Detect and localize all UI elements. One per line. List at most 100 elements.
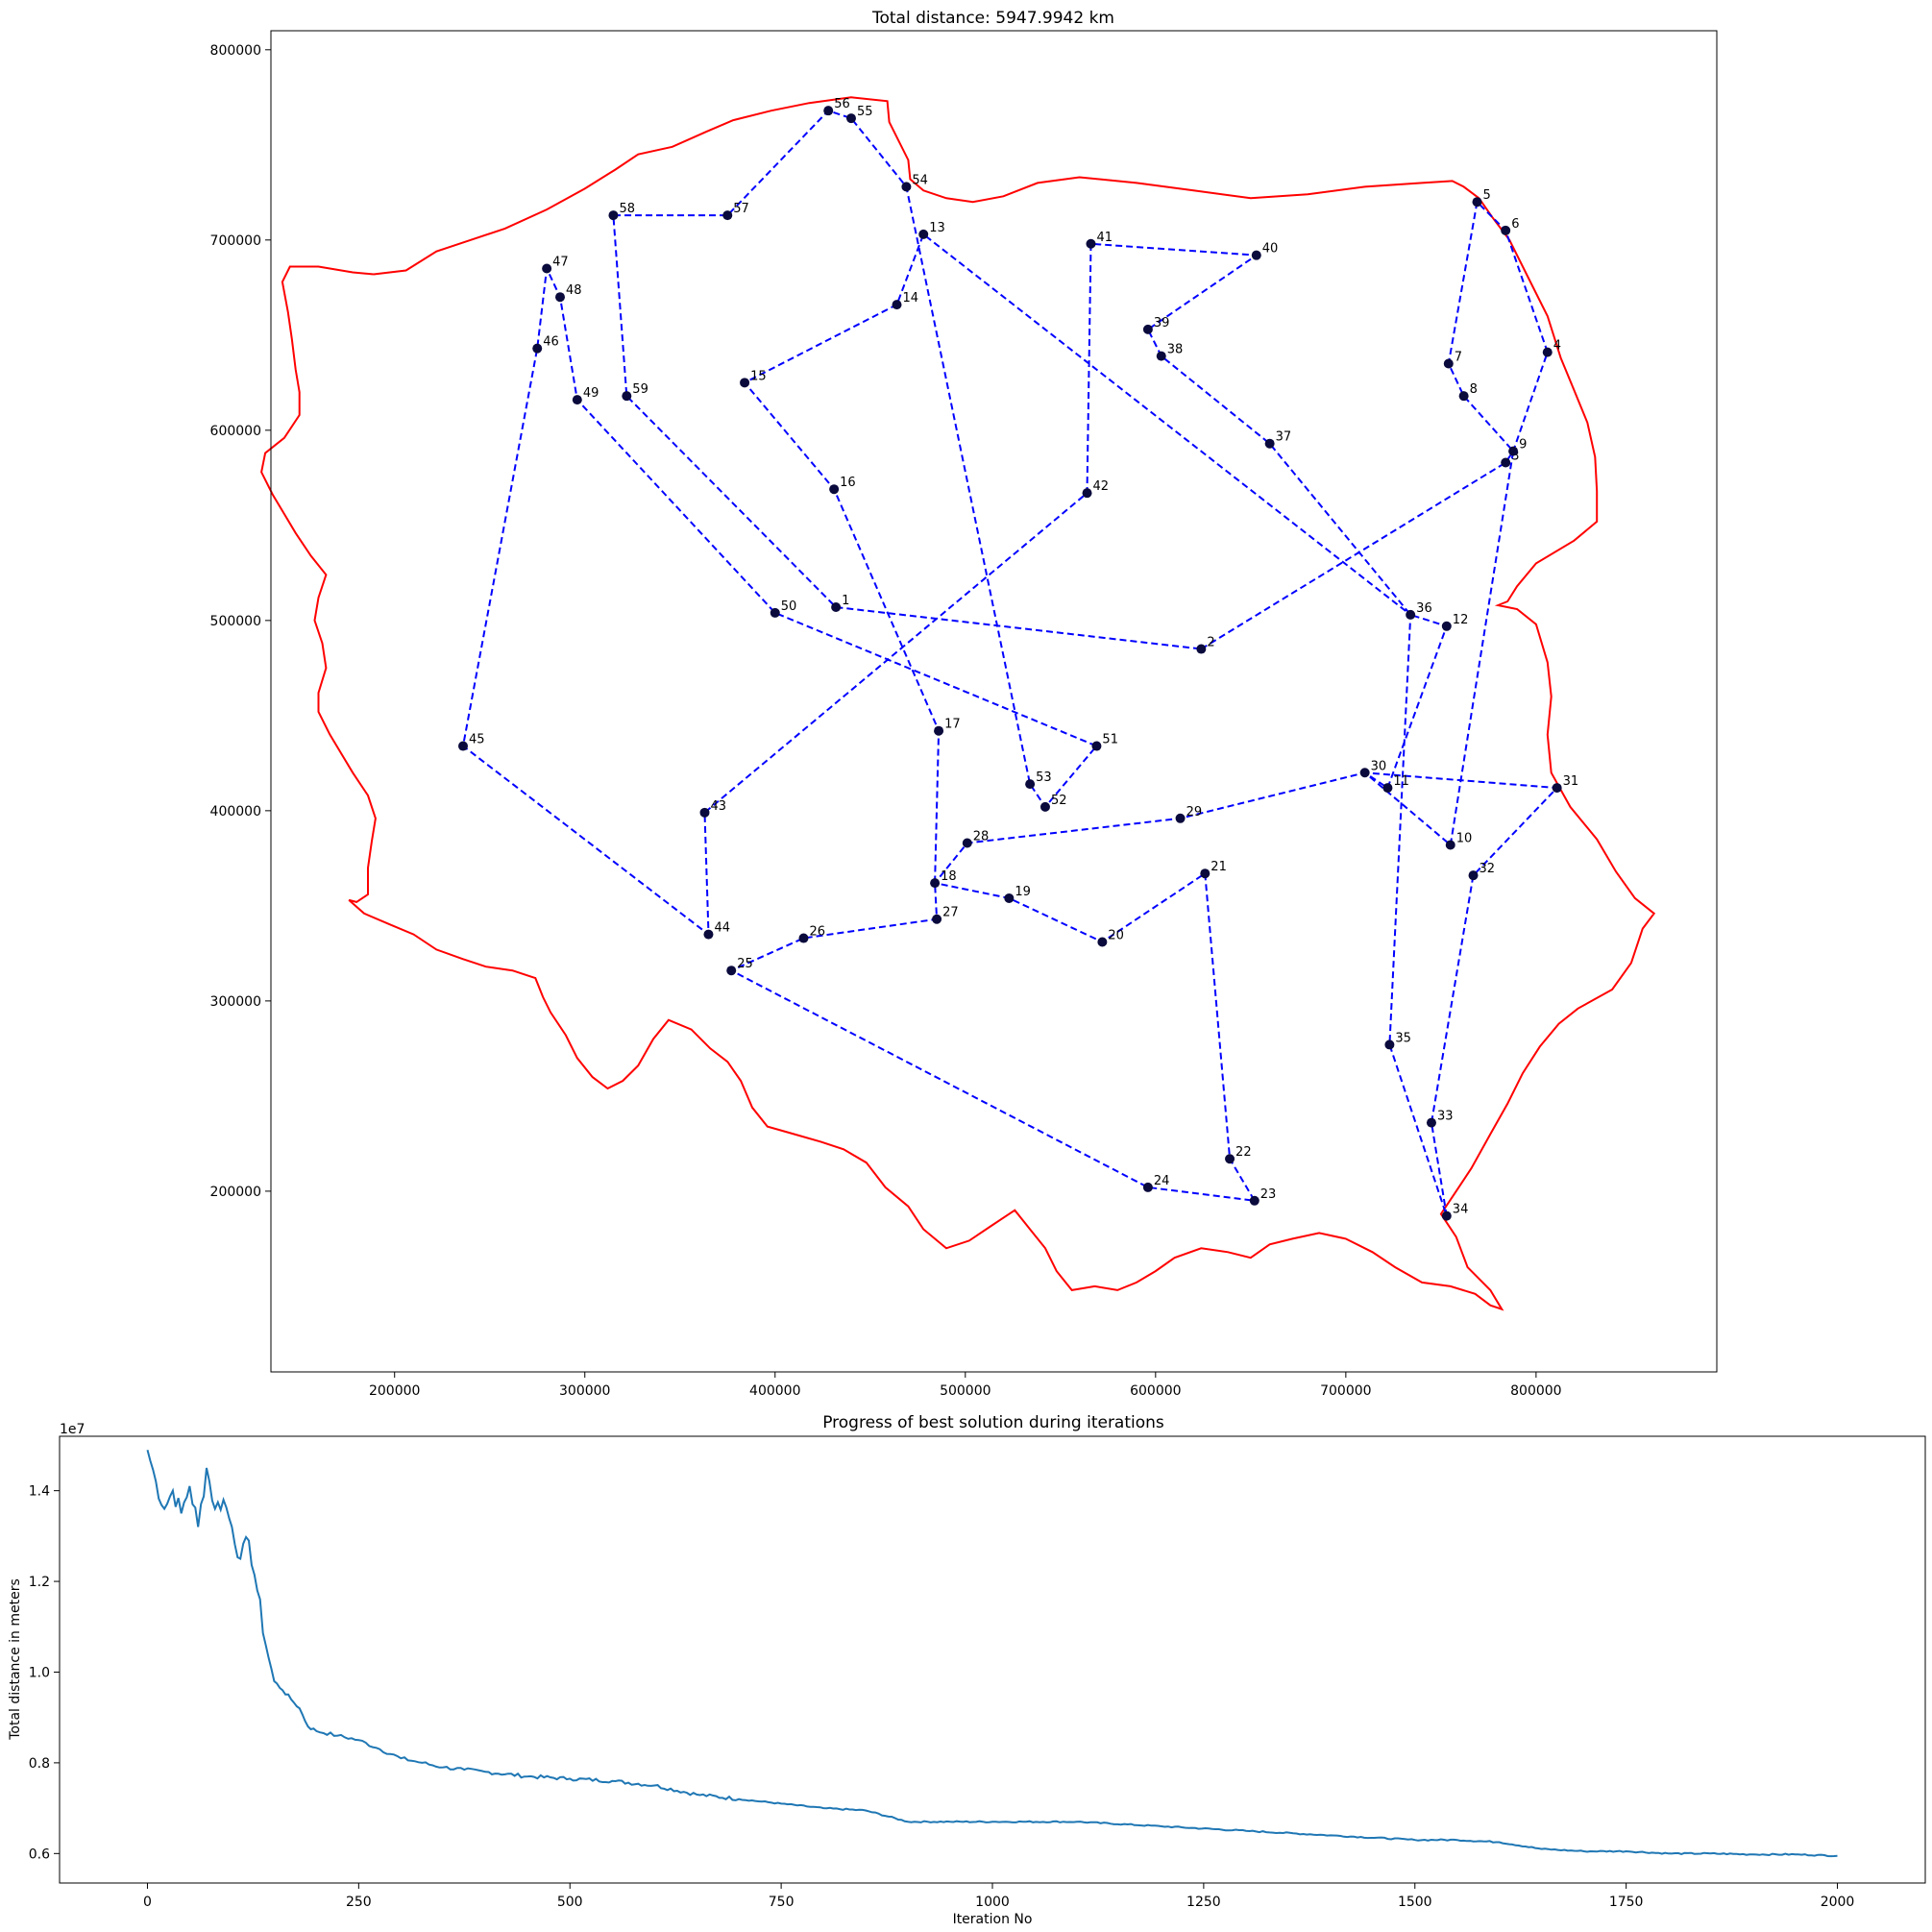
city-label: 28 [973, 830, 990, 844]
map-x-tick-label: 500000 [940, 1383, 990, 1399]
progress-y-tick-label: 1.2 [29, 1575, 50, 1590]
city-label: 56 [834, 97, 850, 111]
city-label: 35 [1395, 1031, 1411, 1045]
city-label: 42 [1093, 479, 1110, 494]
city-label: 10 [1456, 832, 1473, 846]
city-point [1359, 768, 1370, 778]
city-label: 8 [1470, 382, 1478, 397]
city-label: 55 [857, 105, 873, 119]
progress-y-tick-label: 0.6 [29, 1846, 50, 1862]
progress-title: Progress of best solution during iterati… [822, 1413, 1164, 1432]
city-point [703, 929, 714, 940]
map-y-axis: 200000 300000 400000 500000 600000 700000 8000… [210, 43, 271, 1200]
city-point [1004, 893, 1015, 903]
city-point [1508, 446, 1519, 456]
city-point [1156, 351, 1166, 361]
city-label: 47 [552, 256, 569, 270]
city-label: 41 [1096, 231, 1113, 245]
city-label: 50 [781, 599, 797, 614]
city-point [1501, 225, 1511, 235]
city-point [1264, 438, 1275, 449]
city-label: 40 [1262, 242, 1279, 257]
city-point [726, 966, 737, 976]
city-point [1472, 197, 1482, 208]
city-point [831, 601, 842, 612]
y-offset-text: 1e7 [60, 1422, 85, 1437]
city-point [532, 343, 543, 354]
city-point [1225, 1154, 1235, 1164]
city-label: 7 [1455, 351, 1462, 365]
city-point [1441, 621, 1452, 631]
city-label: 44 [714, 921, 730, 936]
city-point [740, 378, 750, 388]
city-point [1249, 1195, 1259, 1206]
city-label: 16 [840, 476, 856, 490]
city-label: 30 [1371, 759, 1387, 773]
city-label: 39 [1154, 316, 1170, 330]
city-point [918, 229, 929, 239]
map-y-tick-label: 300000 [210, 994, 261, 1010]
city-label: 12 [1453, 613, 1469, 627]
city-point [930, 878, 941, 889]
city-label: 6 [1511, 217, 1519, 232]
city-point [798, 933, 809, 943]
progress-xlabel: Iteration No [953, 1912, 1033, 1927]
map-plot-area: 1234567891011121314151617181920212223242… [260, 96, 1656, 1311]
progress-x-axis: 0 250 500 750 1000 1250 1500 1750 2000 [143, 1883, 1854, 1910]
progress-chart: Progress of best solution during iterati… [8, 1413, 1926, 1927]
city-label: 33 [1437, 1110, 1454, 1124]
city-point [572, 395, 582, 405]
city-point [1251, 250, 1261, 260]
city-label: 29 [1186, 805, 1203, 819]
city-label: 13 [929, 221, 945, 235]
city-point [892, 300, 902, 310]
city-point [1501, 457, 1511, 468]
city-point [1039, 801, 1050, 812]
city-point [1196, 644, 1207, 654]
city-point [1175, 813, 1186, 823]
best-distance-line [146, 1449, 1838, 1858]
city-point [932, 914, 942, 924]
map-y-tick-label: 700000 [210, 233, 261, 249]
city-point [1458, 391, 1469, 402]
progress-axes-frame [59, 1435, 1926, 1884]
city-point [1468, 870, 1479, 881]
city-point [699, 807, 710, 818]
city-label: 25 [737, 957, 753, 971]
city-point [1552, 783, 1562, 794]
map-title: Total distance: 5947.9942 km [871, 9, 1114, 28]
city-point [1542, 347, 1553, 357]
city-label: 17 [944, 718, 961, 732]
city-point [1142, 324, 1153, 334]
city-label: 11 [1393, 774, 1409, 789]
city-label: 59 [632, 382, 648, 397]
city-label: 43 [711, 799, 727, 814]
city-point [1426, 1117, 1436, 1128]
city-point [1382, 783, 1393, 794]
progress-y-tick-label: 1.4 [29, 1484, 50, 1500]
progress-x-tick-label: 1000 [975, 1895, 1010, 1910]
city-point [1025, 779, 1036, 790]
progress-x-tick-label: 1750 [1609, 1895, 1644, 1910]
city-label: 14 [903, 291, 919, 306]
city-label: 53 [1036, 770, 1052, 785]
city-label: 38 [1167, 343, 1184, 357]
progress-ylabel: Total distance in meters [8, 1578, 23, 1741]
city-point [962, 838, 972, 848]
progress-x-tick-label: 2000 [1821, 1895, 1855, 1910]
city-point [1142, 1182, 1153, 1192]
city-label: 48 [566, 283, 582, 298]
progress-y-axis: 0.6 0.8 1.0 1.2 1.4 [29, 1484, 60, 1862]
city-point [622, 391, 632, 402]
city-point [1445, 840, 1455, 850]
city-label: 15 [750, 369, 767, 383]
city-label: 26 [809, 925, 825, 940]
city-label: 32 [1480, 862, 1496, 876]
progress-x-tick-label: 250 [346, 1895, 372, 1910]
city-label: 34 [1453, 1203, 1469, 1217]
city-label: 23 [1260, 1187, 1277, 1202]
city-label: 54 [912, 173, 928, 187]
progress-x-tick-label: 1500 [1398, 1895, 1432, 1910]
city-label: 37 [1276, 430, 1292, 445]
